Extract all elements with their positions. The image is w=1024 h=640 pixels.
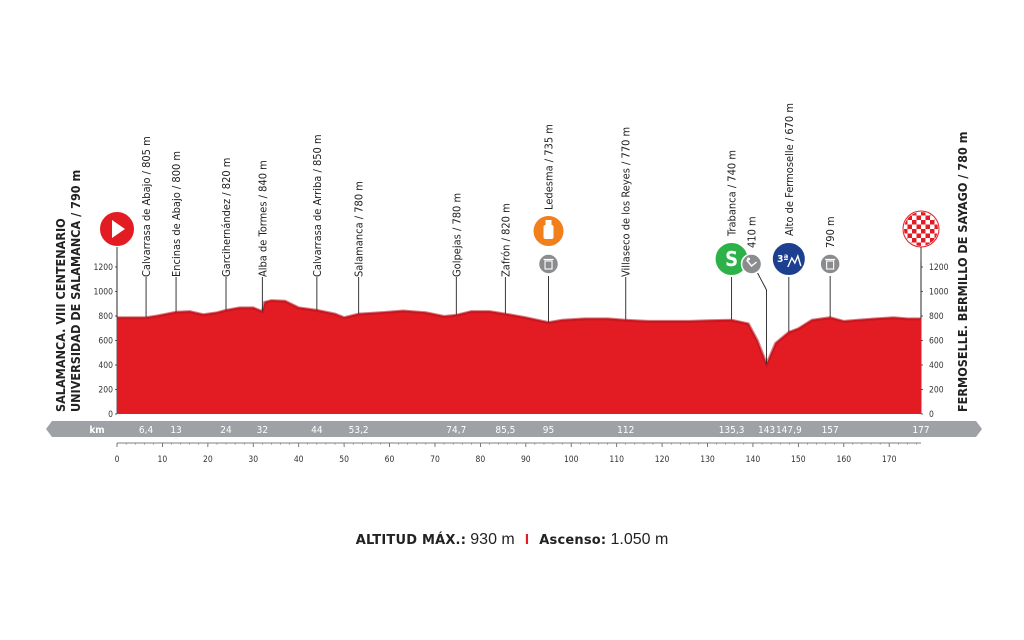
start-place-label: UNIVERSIDAD DE SALAMANCA / 790 m [68, 170, 83, 412]
waypoint-label: 410 m [746, 216, 759, 248]
max-altitude-label: ALTITUD MÁX.: [355, 533, 467, 548]
km-band-label: 157 [822, 425, 839, 436]
waypoint-label: Golpejas / 780 m [450, 193, 463, 277]
x-tick-label: 40 [294, 455, 304, 465]
x-tick-label: 110 [609, 455, 624, 465]
y-tick-label-right: 1000 [929, 288, 949, 298]
waypoint-label: 790 m [824, 216, 837, 248]
x-tick-label: 10 [158, 455, 168, 465]
start-icon [98, 210, 136, 248]
x-tick-label: 140 [746, 455, 761, 465]
waste-zone-icon [819, 253, 841, 275]
y-tick-label-left: 200 [98, 386, 113, 396]
ascent-value: 1.050 m [610, 531, 669, 548]
waypoint-leader [757, 272, 767, 291]
km-band-unit-label: km [89, 425, 104, 436]
km-band-label: 95 [543, 425, 554, 436]
x-tick-label: 50 [339, 455, 349, 465]
max-altitude-value: 930 m [470, 531, 515, 548]
y-tick-label-left: 600 [98, 337, 113, 347]
descent-icon [740, 253, 763, 275]
sprint-icon: S [713, 241, 750, 277]
waypoint-label: Garcihernández / 820 m [220, 158, 233, 277]
waypoint-label: Alba de Tormes / 840 m [256, 160, 269, 277]
summary-separator: I [524, 531, 530, 548]
y-tick-label-left: 400 [98, 361, 113, 371]
waypoint-label: Salamanca / 780 m [353, 181, 366, 277]
km-band-label: 44 [311, 425, 323, 436]
y-tick-label-left: 0 [108, 410, 113, 420]
y-tick-label-left: 1000 [94, 288, 114, 298]
x-tick-label: 60 [385, 455, 395, 465]
km-band [46, 421, 982, 437]
sprint-letter: S [725, 247, 738, 271]
x-tick-label: 20 [203, 455, 213, 465]
finish-checkered-icon [902, 210, 940, 248]
x-tick-label: 70 [430, 455, 440, 465]
y-tick-label-left: 800 [98, 312, 113, 322]
y-tick-label-right: 200 [929, 386, 944, 396]
waypoint-label: Calvarrasa de Abajo / 805 m [140, 136, 153, 277]
y-tick-label-right: 600 [929, 337, 944, 347]
profile-area [117, 300, 921, 414]
climb-cat3-icon: 3ª [770, 241, 807, 277]
km-band-label: 143 [758, 425, 775, 436]
ascent-label: Ascenso: [539, 533, 607, 548]
y-tick-label-left: 1200 [94, 263, 114, 273]
finish-label: FERMOSELLE. BERMILLO DE SAYAGO / 780 m [955, 132, 970, 412]
km-band-label: 53,2 [349, 425, 369, 436]
km-band-label: 135,3 [719, 425, 745, 436]
y-tick-label-right: 400 [929, 361, 944, 371]
km-band-label: 147,9 [776, 425, 802, 436]
waste-zone-icon [537, 253, 560, 275]
waypoint-label: Villaseco de los Reyes / 770 m [620, 127, 633, 277]
x-tick-label: 30 [248, 455, 258, 465]
km-band-label: 74,7 [446, 425, 466, 436]
start-town-label: SALAMANCA. VIII CENTENARIO [53, 218, 68, 412]
x-tick-label: 160 [836, 455, 851, 465]
profile-ridge [117, 299, 921, 369]
y-tick-label-right: 1200 [929, 263, 949, 273]
km-band-label: 13 [170, 425, 181, 436]
y-tick-label-right: 0 [929, 410, 934, 420]
waypoint-label: Trabanca / 740 m [726, 150, 739, 237]
waypoint-label: Calvarrasa de Arriba / 850 m [311, 134, 324, 277]
climb-category-text: 3ª [777, 254, 788, 265]
km-band-label: 177 [912, 425, 929, 436]
x-tick-label: 130 [700, 455, 715, 465]
waypoint-label: Encinas de Abajo / 800 m [170, 151, 183, 277]
y-tick-label-right: 800 [929, 312, 944, 322]
stage-summary: ALTITUD MÁX.: 930 m I Ascenso: 1.050 m [0, 531, 1024, 549]
x-tick-label: 170 [882, 455, 897, 465]
x-tick-label: 90 [521, 455, 531, 465]
x-tick-label: 150 [791, 455, 806, 465]
km-band-label: 112 [617, 425, 634, 436]
x-tick-label: 100 [564, 455, 579, 465]
km-band-label: 85,5 [495, 425, 515, 436]
waypoint-label: Ledesma / 735 m [543, 124, 556, 210]
waypoint-label: Zafrón / 820 m [499, 203, 512, 277]
x-tick-label: 120 [655, 455, 670, 465]
km-band-label: 24 [220, 425, 232, 436]
x-tick-label: 0 [115, 455, 120, 465]
feed-zone-bottle-icon [531, 214, 566, 248]
waypoint-label: Alto de Fermoselle / 670 m [783, 103, 796, 236]
km-band-label: 6,4 [139, 425, 154, 436]
x-tick-label: 80 [476, 455, 486, 465]
km-band-label: 32 [257, 425, 268, 436]
profile-chart: 0200400600800100012000200400600800100012… [46, 103, 982, 465]
